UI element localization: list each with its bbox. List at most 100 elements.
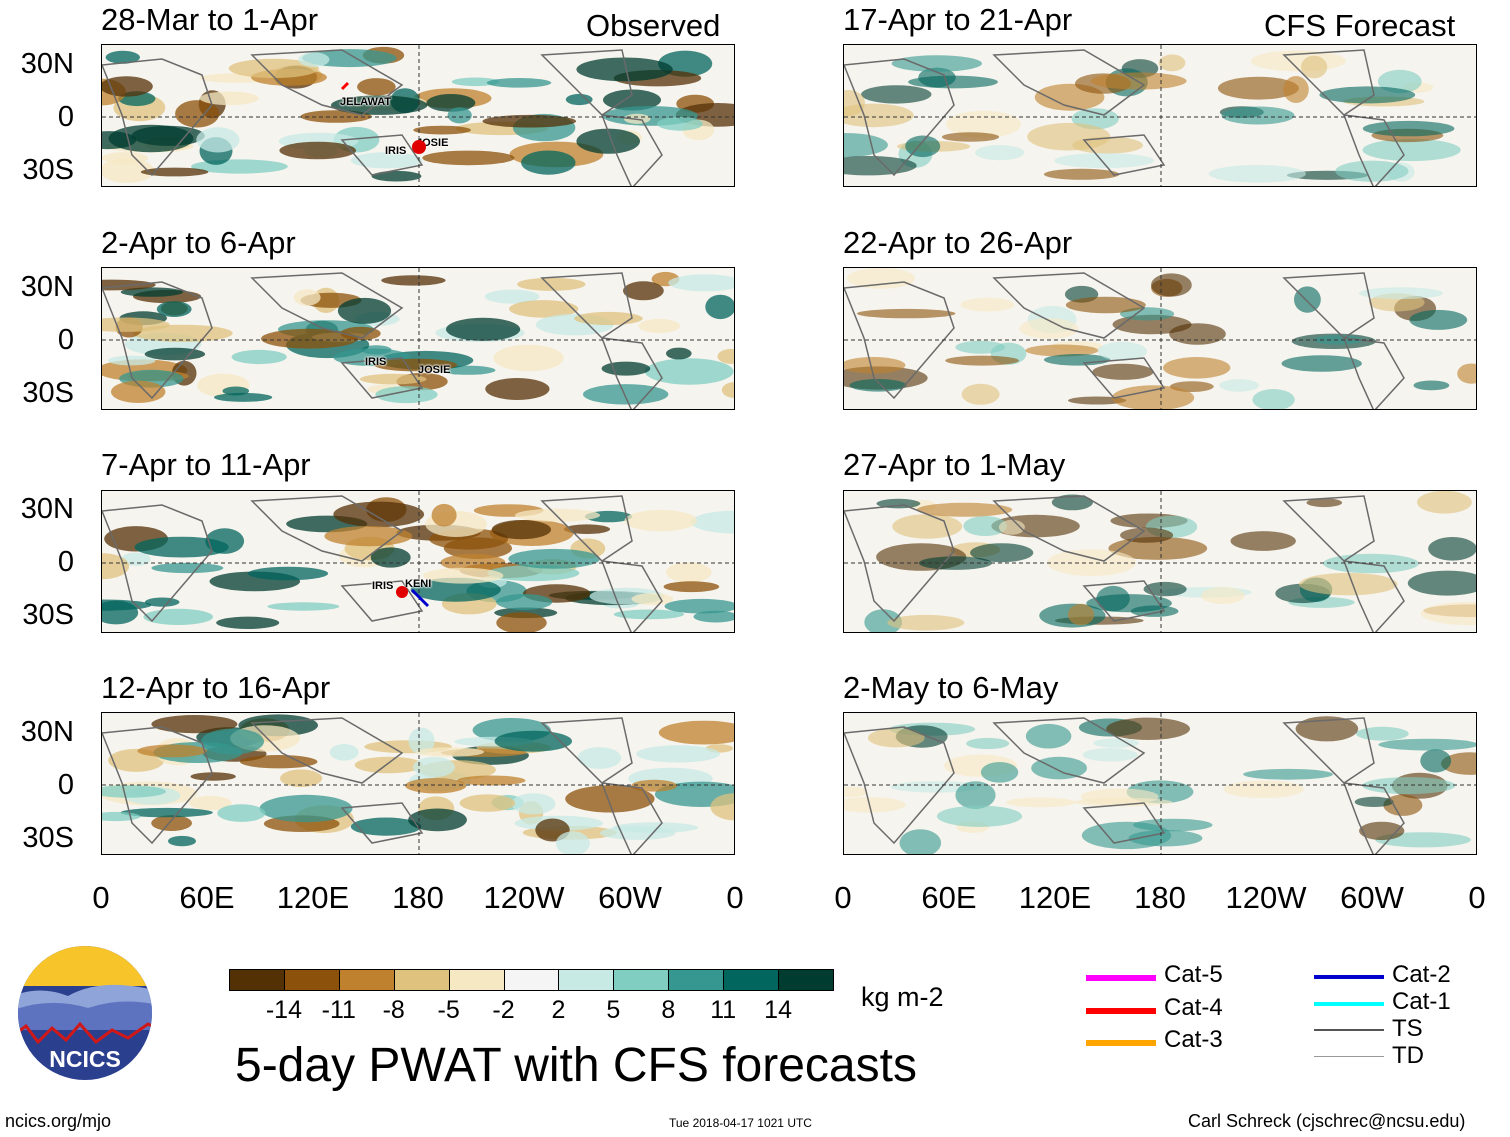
anomaly-blob <box>636 745 720 763</box>
colorbar-tick-label: 8 <box>661 996 676 1024</box>
anomaly-blob <box>665 562 712 583</box>
anomaly-blob <box>1043 168 1120 180</box>
anomaly-blob <box>1362 777 1456 795</box>
footer-credit: Carl Schreck (cjschrec@ncsu.edu) <box>1188 1111 1466 1131</box>
anomaly-blob <box>359 373 427 385</box>
anomaly-blob <box>624 509 697 532</box>
map-field <box>844 45 1476 186</box>
anomaly-blob <box>565 93 593 106</box>
anomaly-blob <box>887 614 965 631</box>
observed-label: Observed <box>586 8 721 43</box>
anomaly-blob <box>623 281 664 301</box>
coastline <box>600 337 663 409</box>
colorbar-box <box>283 969 340 991</box>
anomaly-blob <box>1025 344 1099 357</box>
anomaly-blob <box>905 135 941 158</box>
anomaly-blob <box>1208 165 1306 183</box>
coastline <box>102 58 213 177</box>
anomaly-blob <box>1128 830 1203 847</box>
track-legend-label: Cat-4 <box>1164 994 1223 1021</box>
anomaly-blob <box>1413 380 1450 391</box>
anomaly-blob <box>222 386 250 396</box>
colorbar-tick-label: 2 <box>551 996 566 1024</box>
anomaly-blob <box>577 747 622 769</box>
coastline <box>1282 495 1375 562</box>
track-legend-line <box>1314 1029 1384 1031</box>
anomaly-blob <box>1112 314 1192 335</box>
anomaly-blob <box>936 805 1023 827</box>
anomaly-blob <box>408 727 435 755</box>
map-field <box>844 491 1476 632</box>
anomaly-blob <box>705 294 734 320</box>
x-tick-label: 180 <box>392 880 444 915</box>
panel-title: 2-Apr to 6-Apr <box>101 225 296 260</box>
anomaly-blob <box>631 593 674 605</box>
coastline <box>844 58 955 177</box>
anomaly-blob <box>108 124 194 153</box>
anomaly-blob <box>1223 780 1304 798</box>
anomaly-blob <box>485 378 550 400</box>
anomaly-blob <box>892 514 963 539</box>
anomaly-blob <box>1019 318 1079 339</box>
anomaly-blob <box>1082 748 1138 762</box>
anomaly-blob <box>196 127 240 153</box>
anomaly-blob <box>496 612 547 632</box>
anomaly-blob <box>1219 379 1259 392</box>
coastline <box>992 49 1146 116</box>
anomaly-blob <box>137 744 207 758</box>
anomaly-blob <box>247 566 329 581</box>
anomaly-blob <box>844 103 914 128</box>
map-field <box>102 713 734 854</box>
x-tick-label: 0 <box>834 880 852 915</box>
map-field <box>102 45 734 186</box>
anomaly-blob <box>601 361 651 376</box>
anomaly-blob <box>1090 72 1187 90</box>
anomaly-blob <box>955 781 996 810</box>
anomaly-blob <box>1356 726 1409 741</box>
anomaly-blob <box>340 326 381 341</box>
y-tick-label: 30N <box>20 271 74 303</box>
map-panel-forecast-1 <box>843 44 1477 187</box>
anomaly-blob <box>1097 341 1147 361</box>
coastline <box>1082 580 1166 622</box>
anomaly-blob <box>216 616 280 629</box>
anomaly-blob <box>1120 527 1174 543</box>
panel-title: 12-Apr to 16-Apr <box>101 670 331 705</box>
anomaly-blob <box>151 815 192 831</box>
coastline <box>600 560 663 632</box>
anomaly-blob <box>1407 570 1476 596</box>
map-panel-forecast-4 <box>843 712 1477 855</box>
map-panel-observed-2 <box>101 267 735 410</box>
storm-track-keni <box>410 588 430 608</box>
anomaly-blob <box>1409 309 1468 330</box>
coastline <box>1082 357 1166 399</box>
anomaly-blob <box>151 715 238 734</box>
coastline <box>540 272 633 339</box>
colorbar-box <box>393 969 450 991</box>
x-tick-label: 120W <box>483 880 565 915</box>
anomaly-blob <box>1031 756 1087 780</box>
anomaly-blob <box>844 357 906 374</box>
anomaly-blob <box>891 55 982 72</box>
anomaly-blob <box>188 795 232 811</box>
track-legend-label: Cat-2 <box>1392 961 1451 988</box>
anomaly-blob <box>496 594 553 610</box>
anomaly-blob <box>190 772 236 781</box>
anomaly-blob <box>279 141 356 160</box>
y-tick-label: 30S <box>22 377 74 409</box>
anomaly-blob <box>416 747 484 757</box>
anomaly-blob <box>946 110 1021 138</box>
anomaly-blob <box>1428 537 1476 561</box>
anomaly-blob <box>1299 572 1398 596</box>
x-tick-label: 60W <box>598 880 662 915</box>
anomaly-blob <box>1143 581 1187 597</box>
anomaly-blob <box>156 301 192 317</box>
colorbar-tick-label: 14 <box>764 996 792 1024</box>
anomaly-blob <box>457 775 526 786</box>
anomaly-blob <box>1319 86 1416 104</box>
map-field <box>102 268 734 409</box>
track-legend-line <box>1086 1040 1156 1046</box>
anomaly-blob <box>847 268 916 289</box>
anomaly-blob <box>493 344 564 372</box>
anomaly-blob <box>966 737 1010 750</box>
